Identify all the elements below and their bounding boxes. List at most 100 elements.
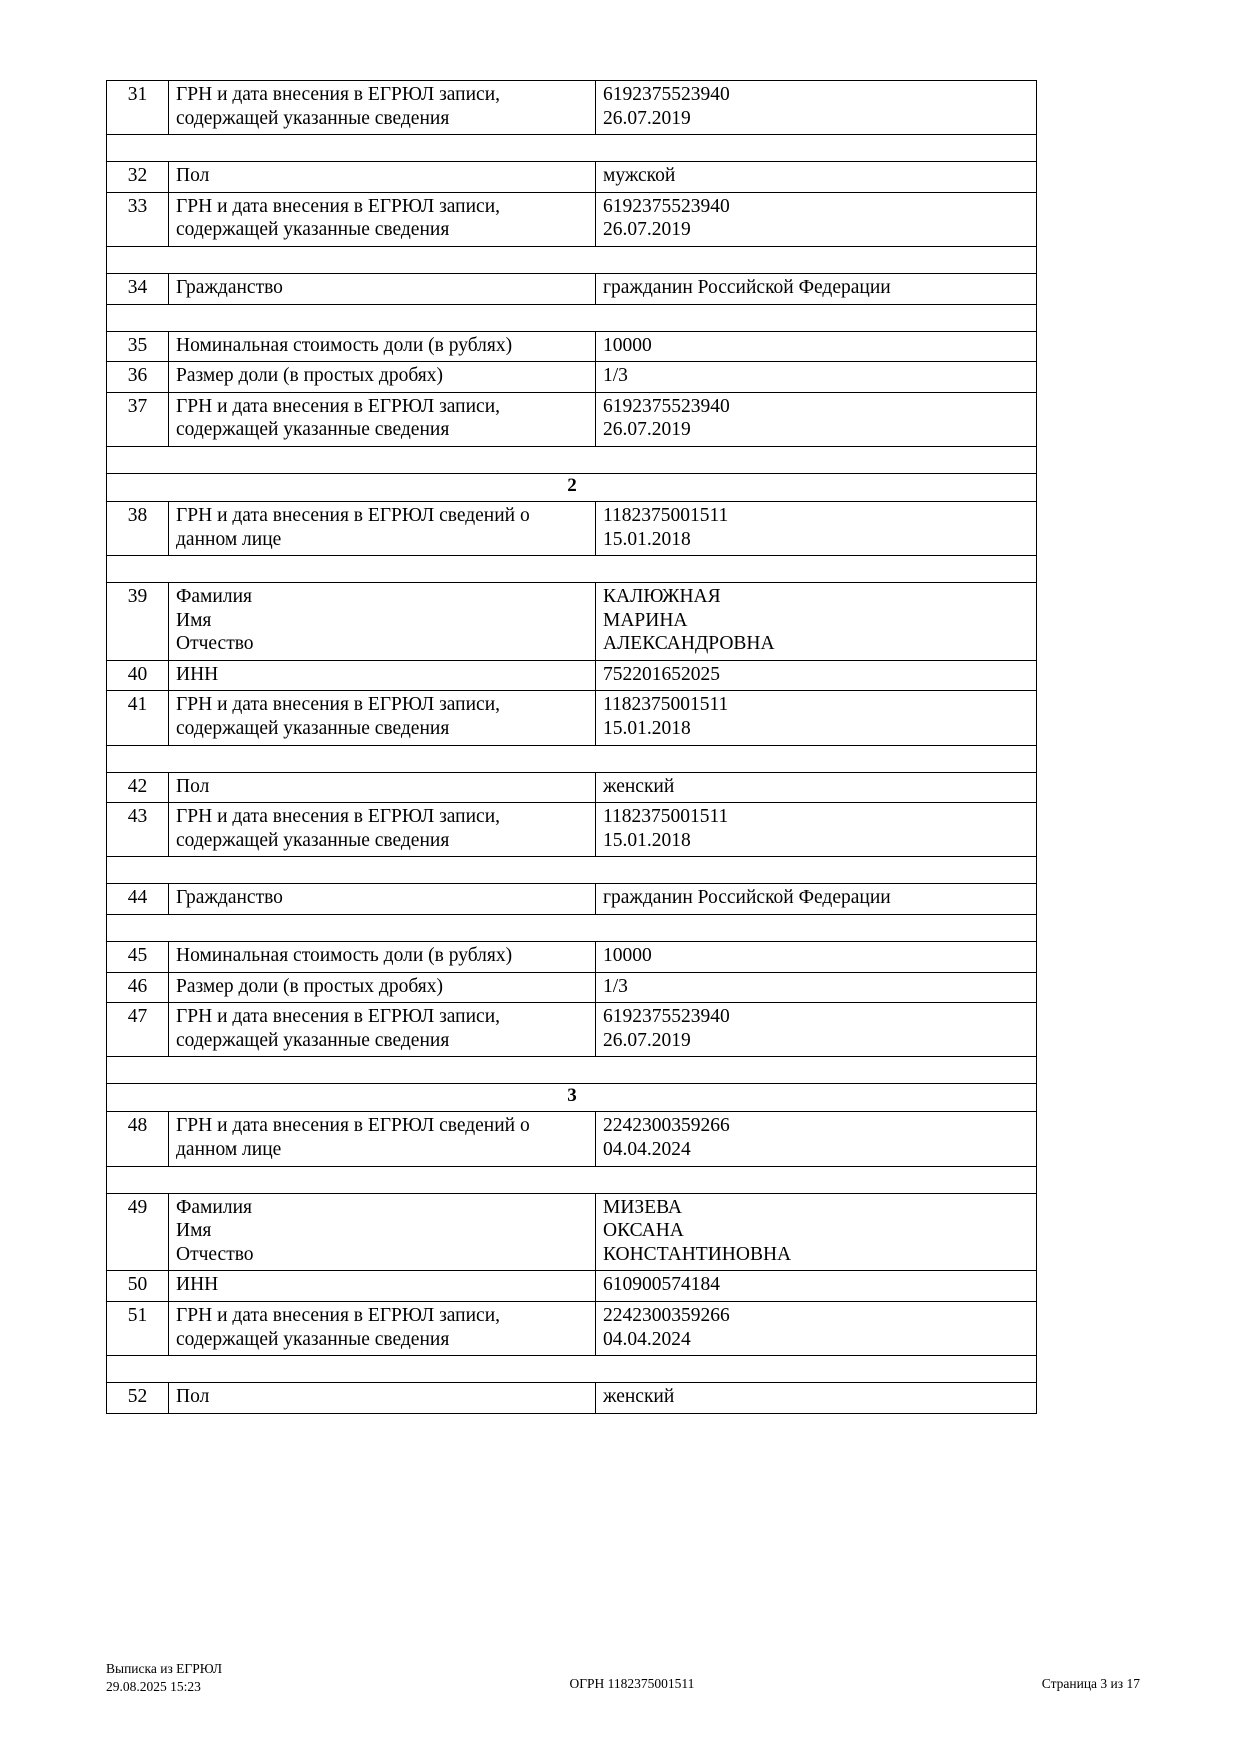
row-label: Гражданство xyxy=(168,883,596,916)
spacer-cell xyxy=(106,914,1037,943)
row-label: ИНН xyxy=(168,1270,596,1302)
row-value: 10000 xyxy=(595,941,1037,973)
row-number: 47 xyxy=(106,1002,169,1058)
row-number: 51 xyxy=(106,1300,169,1357)
row-number: 33 xyxy=(106,191,169,247)
table-spacer-row xyxy=(106,555,1037,584)
footer-timestamp: 29.08.2025 15:23 xyxy=(106,1678,201,1694)
table-row: 45 Номинальная стоимость доли (в рублях) 1… xyxy=(106,941,1037,973)
table-row: 36 Размер доли (в простых дробях) 1/3 xyxy=(106,361,1037,393)
row-label: ГРН и дата внесения в ЕГРЮЛ записи, соде… xyxy=(168,690,596,746)
row-label: ГРН и дата внесения в ЕГРЮЛ записи, соде… xyxy=(168,802,596,858)
table-row: 41 ГРН и дата внесения в ЕГРЮЛ записи, со… xyxy=(106,690,1037,746)
spacer-cell xyxy=(106,1355,1037,1384)
table-row: 39 Фамилия Имя Отчество КАЛЮЖНАЯ МАРИНА АЛ… xyxy=(106,582,1037,661)
spacer-cell xyxy=(106,1056,1037,1085)
row-number: 35 xyxy=(106,330,169,363)
row-number: 38 xyxy=(106,500,169,557)
row-number: 48 xyxy=(106,1111,169,1167)
section-header-row: 2 xyxy=(106,472,1037,502)
row-value: 10000 xyxy=(595,330,1037,363)
table-row: 47 ГРН и дата внесения в ЕГРЮЛ записи, со… xyxy=(106,1002,1037,1058)
table-spacer-row xyxy=(106,1056,1037,1085)
row-label: Пол xyxy=(168,161,596,193)
section-header-row: 3 xyxy=(106,1083,1037,1113)
row-value: 6192375523940 26.07.2019 xyxy=(595,79,1037,136)
row-number: 44 xyxy=(106,883,169,916)
row-label: ГРН и дата внесения в ЕГРЮЛ записи, соде… xyxy=(168,1300,596,1357)
egrul-details-table: 31 ГРН и дата внесения в ЕГРЮЛ записи, со… xyxy=(106,79,1037,1414)
row-value: 1182375001511 15.01.2018 xyxy=(595,802,1037,858)
row-value: 6192375523940 26.07.2019 xyxy=(595,191,1037,247)
table-spacer-row xyxy=(106,445,1037,474)
row-label: Фамилия Имя Отчество xyxy=(168,582,596,661)
row-label: ГРН и дата внесения в ЕГРЮЛ записи, соде… xyxy=(168,79,596,136)
row-number: 32 xyxy=(106,161,169,193)
row-value: 1182375001511 15.01.2018 xyxy=(595,500,1037,557)
table-row: 52 Пол женский xyxy=(106,1382,1037,1414)
table-row: 44 Гражданство гражданин Российской Федера… xyxy=(106,883,1037,916)
row-label: Пол xyxy=(168,771,596,804)
spacer-cell xyxy=(106,303,1037,332)
row-label: Размер доли (в простых дробях) xyxy=(168,971,596,1004)
table-row: 34 Гражданство гражданин Российской Федера… xyxy=(106,272,1037,305)
row-number: 42 xyxy=(106,771,169,804)
table-row: 46 Размер доли (в простых дробях) 1/3 xyxy=(106,971,1037,1004)
row-value: 6192375523940 26.07.2019 xyxy=(595,1002,1037,1058)
spacer-cell xyxy=(106,555,1037,584)
table-row: 38 ГРН и дата внесения в ЕГРЮЛ сведений о… xyxy=(106,500,1037,557)
footer-title-text: Выписка из ЕГРЮЛ xyxy=(106,1661,223,1676)
row-number: 50 xyxy=(106,1270,169,1302)
table-spacer-row xyxy=(106,245,1037,274)
row-number: 37 xyxy=(106,391,169,447)
row-label: Номинальная стоимость доли (в рублях) xyxy=(168,941,596,973)
page-footer: Выписка из ЕГРЮЛ 29.08.2025 15:23 ОГРН 11… xyxy=(106,1660,1140,1696)
table-row: 49 Фамилия Имя Отчество МИЗЕВА ОКСАНА КОНС… xyxy=(106,1192,1037,1272)
footer-ogrn: ОГРН 1182375001511 xyxy=(569,1676,695,1691)
spacer-cell xyxy=(106,245,1037,274)
table-row: 42 Пол женский xyxy=(106,771,1037,804)
section-ordinal: 3 xyxy=(106,1083,1037,1113)
row-label: ГРН и дата внесения в ЕГРЮЛ записи, соде… xyxy=(168,391,596,447)
row-value: 2242300359266 04.04.2024 xyxy=(595,1111,1037,1167)
table-spacer-row xyxy=(106,1165,1037,1194)
footer-page-number: Страница 3 из 17 xyxy=(1041,1676,1140,1691)
row-value: МИЗЕВА ОКСАНА КОНСТАНТИНОВНА xyxy=(595,1192,1037,1272)
row-label: Размер доли (в простых дробях) xyxy=(168,361,596,393)
row-label: ГРН и дата внесения в ЕГРЮЛ сведений о д… xyxy=(168,500,596,557)
row-number: 31 xyxy=(106,79,169,136)
table-row: 32 Пол мужской xyxy=(106,161,1037,193)
table-row: 50 ИНН 610900574184 xyxy=(106,1270,1037,1302)
row-value: 1/3 xyxy=(595,361,1037,393)
row-value: 2242300359266 04.04.2024 xyxy=(595,1300,1037,1357)
row-number: 52 xyxy=(106,1382,169,1414)
footer-document-title: Выписка из ЕГРЮЛ 29.08.2025 15:23 xyxy=(106,1660,222,1696)
row-number: 39 xyxy=(106,582,169,661)
row-label: Гражданство xyxy=(168,272,596,305)
row-number: 43 xyxy=(106,802,169,858)
row-value: женский xyxy=(595,1382,1037,1414)
spacer-cell xyxy=(106,744,1037,773)
row-value: гражданин Российской Федерации xyxy=(595,883,1037,916)
row-value: мужской xyxy=(595,161,1037,193)
table-row: 35 Номинальная стоимость доли (в рублях) 1… xyxy=(106,330,1037,363)
row-number: 41 xyxy=(106,690,169,746)
row-value: гражданин Российской Федерации xyxy=(595,272,1037,305)
row-value: 610900574184 xyxy=(595,1270,1037,1302)
row-value: 1182375001511 15.01.2018 xyxy=(595,690,1037,746)
spacer-cell xyxy=(106,134,1037,163)
row-number: 49 xyxy=(106,1192,169,1272)
table-spacer-row xyxy=(106,744,1037,773)
row-label: ИНН xyxy=(168,659,596,692)
table-spacer-row xyxy=(106,1355,1037,1384)
table-row: 40 ИНН 752201652025 xyxy=(106,659,1037,692)
row-value: КАЛЮЖНАЯ МАРИНА АЛЕКСАНДРОВНА xyxy=(595,582,1037,661)
section-ordinal: 2 xyxy=(106,472,1037,502)
table-row: 37 ГРН и дата внесения в ЕГРЮЛ записи, со… xyxy=(106,391,1037,447)
table-spacer-row xyxy=(106,134,1037,163)
table-spacer-row xyxy=(106,914,1037,943)
row-number: 40 xyxy=(106,659,169,692)
table-spacer-row xyxy=(106,303,1037,332)
row-number: 45 xyxy=(106,941,169,973)
row-label: Фамилия Имя Отчество xyxy=(168,1192,596,1272)
